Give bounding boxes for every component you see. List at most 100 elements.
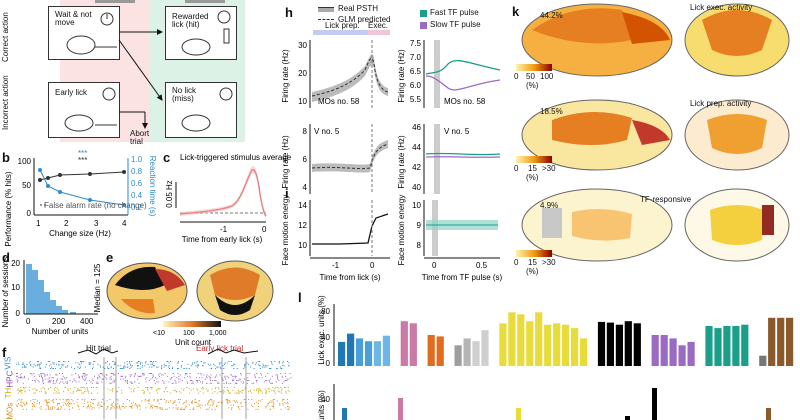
- spike: [38, 365, 40, 367]
- spike: [235, 400, 237, 402]
- spike: [181, 388, 183, 390]
- spike: [21, 399, 23, 400]
- phase-exec: Exec.: [368, 21, 389, 30]
- spike: [191, 382, 193, 384]
- spike: [226, 400, 228, 402]
- spike: [178, 375, 180, 377]
- spike: [135, 403, 136, 405]
- spike: [130, 365, 132, 367]
- panel-d-xtick: 400: [80, 317, 94, 326]
- k-title-2: Lick prep. activity: [690, 99, 752, 108]
- spike: [183, 401, 185, 403]
- abort-label: Abort trial: [130, 129, 150, 147]
- spike: [139, 408, 141, 410]
- spike: [45, 408, 47, 410]
- spike: [285, 391, 287, 393]
- spike: [276, 368, 278, 369]
- spike: [149, 366, 151, 368]
- spike: [216, 374, 218, 376]
- spike: [134, 373, 136, 374]
- spike: [228, 407, 230, 409]
- spike: [234, 382, 236, 384]
- spike: [68, 401, 70, 403]
- l-bar2: [342, 408, 347, 420]
- spike: [256, 373, 258, 374]
- spike: [92, 368, 93, 369]
- spike: [87, 401, 89, 403]
- spike: [233, 363, 235, 365]
- spike: [91, 408, 93, 410]
- spike: [85, 391, 87, 393]
- spike: [148, 400, 149, 402]
- spike: [19, 391, 21, 393]
- spike: [134, 404, 136, 406]
- spike: [66, 400, 68, 402]
- spike: [38, 363, 40, 365]
- spike: [233, 368, 235, 369]
- spike: [123, 368, 125, 369]
- h-rtick: 7.5: [410, 39, 422, 48]
- panel-a-arrows: [118, 29, 163, 129]
- spike: [269, 368, 271, 369]
- spike: [212, 401, 214, 403]
- spike: [231, 365, 233, 367]
- spike: [223, 368, 225, 369]
- spike: [137, 387, 139, 388]
- spike: [118, 404, 120, 406]
- spike: [184, 377, 185, 379]
- spike: [109, 378, 111, 380]
- spike: [214, 408, 216, 410]
- spike: [156, 400, 158, 402]
- spike: [33, 404, 35, 406]
- l-bar: [347, 333, 355, 366]
- spike: [252, 362, 254, 364]
- spike: [44, 366, 46, 368]
- spike: [89, 363, 91, 365]
- spike: [206, 382, 208, 384]
- spike: [24, 404, 26, 406]
- spike: [137, 375, 139, 377]
- spike: [111, 389, 113, 391]
- spike: [83, 406, 85, 407]
- panel-b-sig2: ***: [78, 156, 87, 165]
- spike: [198, 380, 200, 381]
- spike: [280, 408, 282, 410]
- spike: [52, 408, 54, 410]
- spike: [95, 387, 97, 388]
- spike: [16, 381, 18, 383]
- spike: [78, 408, 80, 410]
- spike: [50, 387, 52, 388]
- spike: [44, 391, 46, 393]
- spike: [185, 401, 187, 403]
- spike: [150, 373, 151, 374]
- spike: [77, 404, 79, 406]
- spike: [239, 391, 241, 393]
- panel-d-xtick: 200: [52, 317, 66, 326]
- spike: [96, 382, 98, 384]
- spike: [56, 374, 58, 376]
- spike: [50, 408, 52, 410]
- spike: [41, 373, 43, 374]
- spike: [270, 382, 272, 384]
- spike: [154, 365, 156, 367]
- spike: [62, 404, 64, 406]
- spike: [21, 377, 22, 379]
- spike: [145, 407, 147, 409]
- spike: [79, 363, 81, 365]
- spike: [44, 378, 46, 380]
- spike: [54, 368, 56, 369]
- spike: [62, 381, 64, 383]
- spike: [117, 365, 119, 367]
- k-tick-2a: 0: [514, 164, 519, 173]
- spike: [133, 375, 135, 377]
- spike: [90, 404, 92, 406]
- spike: [219, 363, 221, 365]
- spike: [271, 382, 273, 384]
- spike: [52, 399, 54, 400]
- spike: [57, 403, 59, 405]
- spike: [76, 391, 77, 393]
- spike: [72, 400, 74, 402]
- spike: [283, 399, 285, 400]
- lick-icon: [64, 87, 117, 132]
- spike: [68, 399, 70, 400]
